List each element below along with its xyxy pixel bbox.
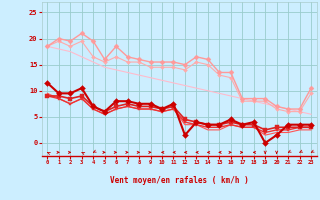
X-axis label: Vent moyen/en rafales ( km/h ): Vent moyen/en rafales ( km/h ) [110, 176, 249, 185]
